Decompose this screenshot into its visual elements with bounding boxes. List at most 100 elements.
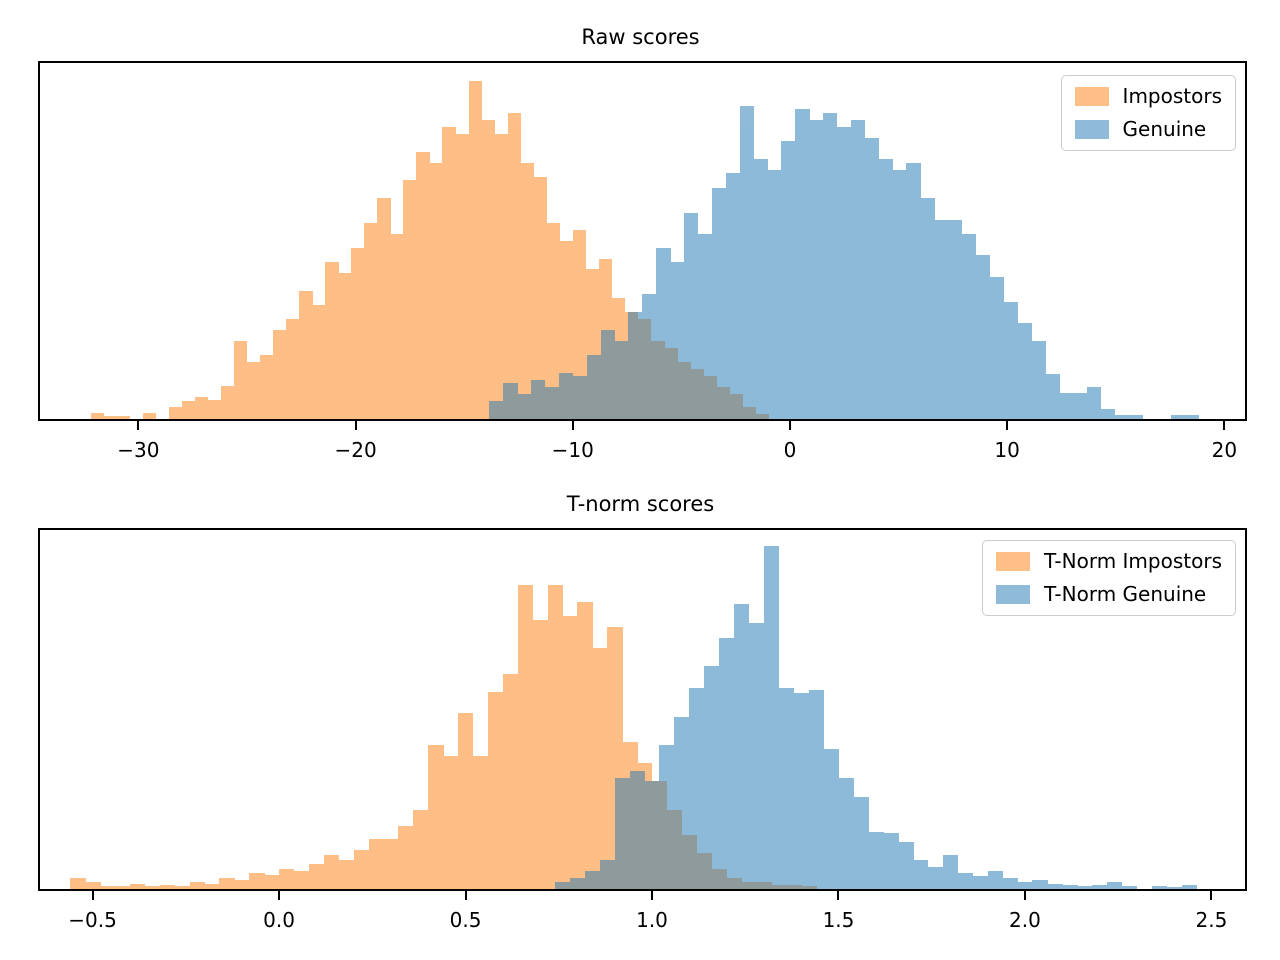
histogram-bar <box>628 312 643 419</box>
legend-item: T-Norm Genuine <box>996 583 1222 606</box>
histogram-bar <box>719 637 735 889</box>
x-tick <box>837 891 840 900</box>
histogram-bar <box>114 886 131 889</box>
histogram-bar <box>808 689 825 889</box>
histogram-bar <box>878 159 893 419</box>
histogram-bar <box>428 745 444 889</box>
histogram-bar <box>181 401 196 419</box>
histogram-bar <box>219 878 235 889</box>
legend-swatch-icon <box>1074 120 1109 139</box>
histogram-bar <box>1017 881 1033 889</box>
x-tick-label: 20 <box>1211 438 1238 462</box>
histogram-bar <box>683 212 699 419</box>
histogram-bar <box>781 141 796 419</box>
x-tick <box>91 891 94 900</box>
histogram-bar <box>642 294 657 419</box>
series-layer-t-norm-genuine <box>40 530 1245 889</box>
histogram-bar <box>168 406 183 419</box>
histogram-bar <box>629 770 646 889</box>
histogram-bar <box>674 716 690 889</box>
histogram-bar <box>547 585 563 889</box>
histogram-bar <box>562 616 578 889</box>
histogram-bar <box>103 416 118 419</box>
histogram-bar <box>1121 886 1138 889</box>
histogram-bar <box>398 826 414 889</box>
x-tick-label: 0 <box>783 438 797 462</box>
histogram-bar <box>1073 393 1088 419</box>
histogram-bar <box>793 693 810 889</box>
histogram-bar <box>325 262 339 419</box>
histogram-bar <box>975 255 991 419</box>
histogram-bar <box>883 833 899 889</box>
histogram-bar <box>472 756 489 889</box>
histogram-bar <box>1045 374 1060 419</box>
histogram-bar <box>70 878 86 889</box>
histogram-bar <box>989 276 1005 419</box>
histogram-bar <box>353 849 370 889</box>
histogram-bar <box>517 585 534 889</box>
legend: T-Norm Impostors T-Norm Genuine <box>982 540 1236 616</box>
histogram-bar <box>502 673 519 889</box>
histogram-bar <box>572 230 587 419</box>
histogram-bar <box>1107 881 1123 889</box>
x-tick-label: −0.5 <box>68 908 117 932</box>
histogram-bar <box>778 687 795 889</box>
histogram-bar <box>416 152 430 419</box>
histogram-bar <box>273 330 287 419</box>
histogram-bar <box>1077 886 1093 889</box>
histogram-bar <box>748 623 765 889</box>
legend-swatch-icon <box>996 585 1031 604</box>
histogram-bar <box>494 134 509 419</box>
histogram-bar <box>586 354 602 419</box>
histogram-bar <box>299 290 313 419</box>
histogram-bar <box>351 248 365 419</box>
histogram-bar <box>116 416 131 419</box>
histogram-bar <box>546 223 561 419</box>
histogram-bar <box>189 881 205 889</box>
histogram-bar <box>429 162 443 419</box>
histogram-bar <box>338 273 352 419</box>
histogram-bar <box>577 601 593 889</box>
histogram-bar <box>795 109 810 419</box>
histogram-bar <box>1181 884 1197 889</box>
histogram-bar <box>1003 301 1019 419</box>
histogram-bar <box>864 137 880 419</box>
histogram-bar <box>600 330 615 419</box>
histogram-bar <box>100 886 116 889</box>
histogram-bar <box>569 878 586 889</box>
x-tick <box>788 421 791 430</box>
histogram-bar <box>517 394 532 419</box>
histogram-bar <box>1059 393 1074 419</box>
histogram-bar <box>403 180 417 419</box>
histogram-bar <box>656 248 671 419</box>
x-tick <box>571 421 574 430</box>
histogram-bar <box>544 386 560 419</box>
legend-label: T-Norm Impostors <box>1044 549 1222 573</box>
histogram-bar <box>383 838 399 889</box>
histogram-bar <box>390 233 404 419</box>
histogram-bar <box>249 872 265 889</box>
histogram-bar <box>532 619 549 889</box>
histogram-bar <box>1087 387 1102 419</box>
histogram-bar <box>338 860 355 889</box>
histogram-bar <box>697 233 713 419</box>
histogram-bar <box>468 80 483 419</box>
histogram-bar <box>898 842 914 889</box>
histogram-bar <box>323 854 340 889</box>
histogram-bar <box>85 881 101 889</box>
histogram-bar <box>1166 886 1183 889</box>
histogram-bar <box>948 219 963 419</box>
histogram-bar <box>734 603 750 889</box>
histogram-bar <box>906 162 921 419</box>
histogram-bar <box>725 173 741 419</box>
histogram-bar <box>144 886 161 889</box>
histogram-bar <box>558 372 574 419</box>
histogram-bar <box>1184 414 1199 419</box>
x-tick-label: 2.0 <box>1009 908 1041 932</box>
histogram-bar <box>204 883 220 889</box>
histogram-bar <box>455 134 470 419</box>
tnorm-scores-plot: −0.5 0.0 0.5 1.0 1.5 2.0 2.5 T-Norm Impostors T-… <box>38 528 1247 932</box>
histogram-bar <box>129 883 146 889</box>
histogram-bar <box>220 386 235 419</box>
legend: Impostors Genuine <box>1060 75 1236 151</box>
